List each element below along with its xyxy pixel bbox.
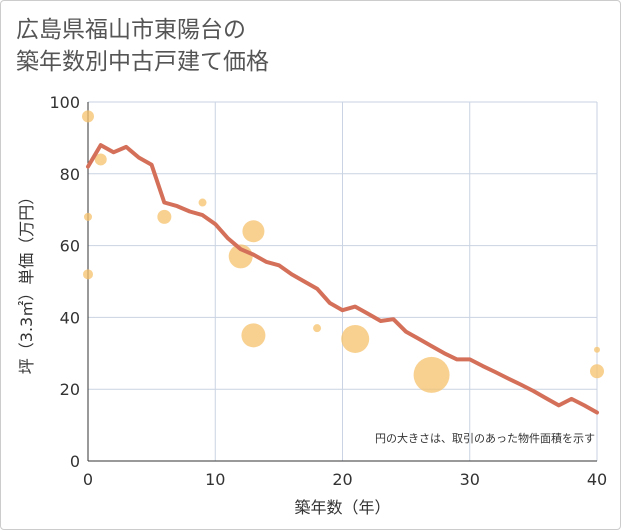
y-tick-label: 20 — [60, 380, 80, 399]
scatter-point — [83, 269, 93, 280]
x-tick-label: 30 — [460, 470, 480, 489]
y-tick-label: 0 — [70, 452, 80, 471]
chart-title-line-2: 築年数別中古戸建て価格 — [16, 49, 269, 75]
x-tick-label: 0 — [83, 470, 93, 489]
scatter-point — [94, 153, 107, 166]
chart-title-line-1: 広島県福山市東陽台の — [16, 17, 246, 43]
y-tick-label: 40 — [60, 308, 80, 327]
x-tick-label: 20 — [332, 470, 352, 489]
x-tick-label: 40 — [587, 470, 607, 489]
scatter-point — [590, 364, 604, 379]
y-tick-label: 80 — [60, 165, 80, 184]
bubble-size-note: 円の大きさは、取引のあった物件面積を示す — [375, 431, 595, 445]
scatter-point — [198, 198, 207, 207]
scatter-point — [313, 324, 322, 333]
average-price-line — [86, 143, 599, 415]
y-tick-label: 60 — [60, 237, 80, 256]
scatter-point — [341, 324, 370, 353]
chart-title: 広島県福山市東陽台の 築年数別中古戸建て価格 — [16, 14, 536, 78]
scatter-point — [594, 346, 600, 353]
x-axis-label: 築年数（年） — [294, 498, 390, 517]
scatter-point — [241, 323, 266, 348]
y-axis-label: 坪（3.3㎡）単価（万円） — [17, 189, 36, 374]
scatter-point — [157, 209, 172, 224]
scatter-point — [82, 110, 94, 123]
y-tick-label: 100 — [49, 93, 80, 112]
scatter-point — [242, 220, 265, 243]
scatter-point — [84, 212, 92, 221]
x-tick-label: 10 — [205, 470, 225, 489]
scatter-point — [413, 356, 450, 393]
